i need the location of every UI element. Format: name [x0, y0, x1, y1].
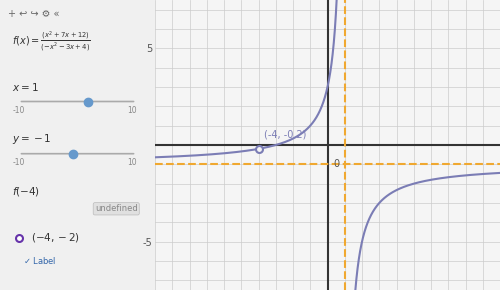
Text: 10: 10 [127, 158, 136, 167]
Text: $x = 1$: $x = 1$ [12, 81, 39, 93]
Text: undefined: undefined [95, 204, 138, 213]
Text: $y = -1$: $y = -1$ [12, 132, 52, 146]
Text: $(-4, -2)$: $(-4, -2)$ [31, 231, 80, 244]
Text: -10: -10 [12, 106, 25, 115]
Text: 0: 0 [333, 159, 339, 168]
Text: + ↩ ↪ ⚙ «: + ↩ ↪ ⚙ « [8, 9, 60, 19]
Text: 10: 10 [127, 106, 136, 115]
Text: -10: -10 [12, 158, 25, 167]
Text: $f(-4)$: $f(-4)$ [12, 185, 40, 198]
Text: $f(x) = \frac{(x^2+7x+12)}{(-x^2-3x+4)}$: $f(x) = \frac{(x^2+7x+12)}{(-x^2-3x+4)}$ [12, 29, 92, 53]
Text: $\checkmark$ Label: $\checkmark$ Label [23, 255, 56, 267]
Text: (-4, -0.2): (-4, -0.2) [264, 129, 306, 139]
